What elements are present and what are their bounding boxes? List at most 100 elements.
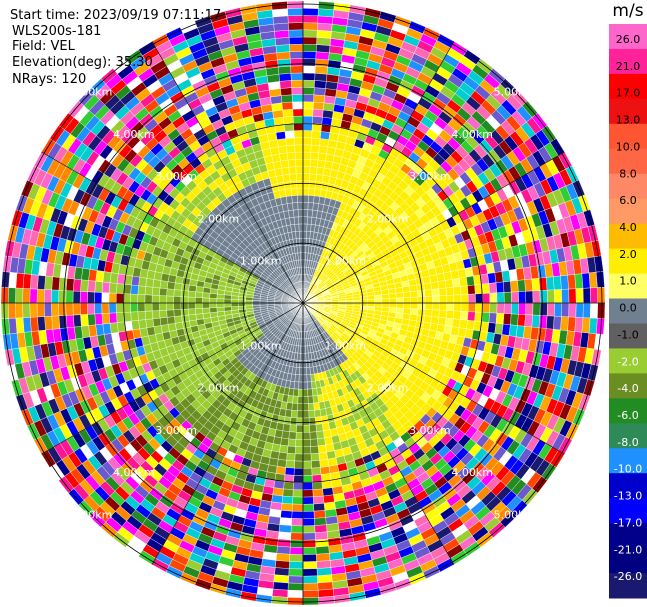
range-gate-cell: [446, 294, 455, 304]
range-gate-cell: [296, 245, 301, 254]
range-gate-cell: [276, 138, 287, 147]
range-gate-cell: [319, 459, 330, 468]
range-gate-cell: [410, 308, 419, 316]
range-gate-cell: [360, 299, 368, 304]
range-gate-cell: [317, 574, 333, 584]
range-gate-cell: [137, 302, 146, 312]
range-gate-cell: [446, 302, 455, 312]
range-gate-cell: [302, 130, 313, 139]
range-gate-cell: [182, 320, 191, 329]
range-gate-cell: [290, 410, 298, 419]
range-gate-cell: [308, 402, 315, 411]
range-gate-cell: [374, 298, 383, 304]
range-gate-cell: [65, 290, 74, 304]
range-gate-cell: [302, 381, 308, 390]
range-gate-cell: [202, 312, 211, 319]
range-gate-cell: [116, 321, 126, 333]
range-gate-cell: [94, 281, 103, 293]
range-gate-cell: [307, 388, 313, 397]
range-gate-cell: [553, 275, 562, 291]
range-gate-cell: [116, 273, 126, 285]
range-gate-cell: [315, 58, 329, 68]
range-gate-cell: [553, 315, 562, 331]
range-gate-cell: [302, 151, 312, 160]
range-gate-cell: [180, 308, 189, 316]
range-gate-cell: [116, 312, 125, 323]
range-gate-cell: [302, 360, 307, 368]
range-gate-cell: [245, 302, 253, 307]
range-gate-cell: [481, 283, 490, 294]
range-gate-cell: [8, 302, 16, 319]
range-gate-cell: [311, 460, 321, 469]
range-gate-cell: [288, 568, 304, 577]
range-gate-cell: [302, 65, 316, 74]
range-gate-cell: [538, 315, 548, 329]
range-gate-cell: [302, 554, 317, 563]
range-gate-cell: [302, 115, 313, 124]
range-gate-cell: [560, 316, 569, 332]
range-gate-cell: [459, 276, 468, 287]
range-gate-cell: [137, 294, 146, 304]
range-gate-cell: [273, 574, 289, 584]
range-gate-cell: [274, 37, 290, 46]
range-gate-cell: [467, 284, 476, 295]
range-gate-cell: [510, 280, 519, 293]
range-gate-cell: [296, 424, 304, 433]
range-gate-cell: [87, 291, 95, 304]
range-gate-cell: [305, 360, 310, 368]
range-gate-cell: [79, 302, 88, 315]
range-gate-cell: [274, 567, 290, 577]
range-gate-cell: [302, 460, 312, 469]
range-gate-cell: [315, 174, 324, 183]
range-gate-cell: [460, 294, 469, 304]
range-gate-cell: [29, 316, 39, 332]
range-gate-cell: [545, 276, 555, 291]
range-gate-cell: [281, 166, 290, 176]
range-gate-cell: [374, 302, 383, 308]
range-gate-cell: [159, 287, 168, 297]
range-gate-cell: [187, 308, 196, 316]
range-gate-cell: [173, 309, 182, 317]
range-gate-cell: [43, 289, 52, 304]
range-gate-cell: [396, 297, 404, 304]
range-gate-cell: [138, 319, 147, 330]
range-gate-cell: [306, 374, 312, 383]
range-gate-cell: [166, 302, 174, 311]
range-gate-cell: [22, 317, 32, 333]
range-gate-cell: [316, 166, 325, 176]
range-gate-cell: [291, 518, 304, 527]
range-gate-cell: [87, 280, 96, 293]
range-gate-cell: [230, 302, 239, 307]
range-gate-cell: [309, 431, 318, 440]
range-gate-cell: [302, 410, 310, 419]
range-gate-cell: [302, 496, 314, 505]
range-gate-cell: [480, 273, 490, 285]
range-gate-cell: [302, 575, 318, 584]
range-gate-cell: [152, 287, 161, 296]
range-gate-cell: [430, 281, 440, 290]
range-gate-cell: [273, 116, 285, 126]
range-gate-cell: [36, 302, 45, 318]
range-gate-cell: [475, 293, 483, 304]
range-gate-cell: [302, 388, 309, 397]
range-gate-cell: [293, 216, 300, 225]
range-gate-cell: [444, 279, 454, 289]
range-gate-cell: [432, 295, 440, 304]
range-gate-cell: [187, 302, 196, 310]
range-gate-cell: [315, 538, 329, 548]
range-gate-cell: [282, 423, 291, 432]
range-gate-cell: [302, 561, 318, 570]
range-gate-cell: [306, 381, 313, 390]
range-gate-cell: [29, 274, 39, 290]
range-gate-cell: [314, 409, 322, 418]
range-gate-cell: [538, 277, 548, 291]
range-gate-cell: [317, 8, 335, 18]
range-gate-cell: [313, 87, 326, 96]
range-gate-cell: [288, 166, 297, 175]
range-gate-cell: [36, 288, 45, 304]
range-gate-cell: [281, 94, 293, 103]
range-gate-cell: [432, 302, 440, 311]
range-gate-cell: [312, 495, 325, 505]
range-gate-cell: [230, 299, 239, 304]
range-gate-cell: [302, 166, 311, 174]
